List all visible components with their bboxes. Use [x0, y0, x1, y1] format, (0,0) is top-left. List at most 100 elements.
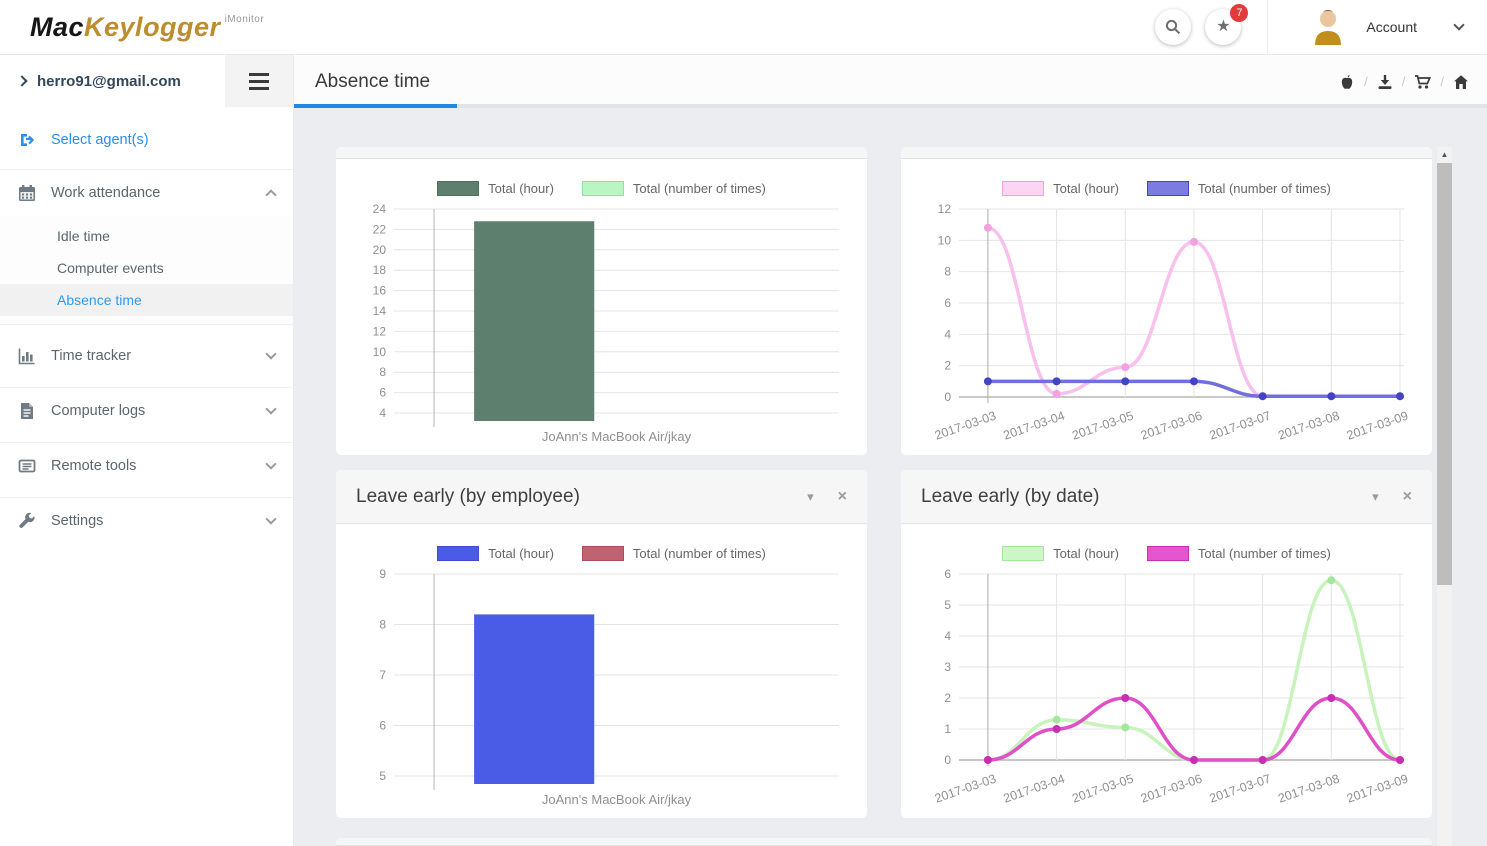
chart-svg: 5 6 7 8 9 JoAnn's MacBook Air/jkay — [379, 567, 839, 807]
account-email[interactable]: herro91@gmail.com — [0, 55, 225, 107]
legend-item[interactable]: Total (hour) — [1002, 545, 1119, 561]
data-point[interactable] — [983, 756, 992, 764]
y-tick-label: 14 — [373, 304, 387, 318]
x-tick-label: 2017-03-06 — [1139, 409, 1204, 443]
chevron-down-icon — [1453, 19, 1465, 31]
data-point[interactable] — [983, 223, 992, 232]
data-point[interactable] — [1258, 756, 1267, 764]
legend-item[interactable]: Total (hour) — [1002, 180, 1119, 196]
sidebar-item-remote-tools[interactable]: Remote tools — [0, 442, 293, 489]
calendar-icon — [19, 185, 35, 201]
account-label: Account — [1366, 19, 1417, 35]
data-point[interactable] — [1189, 377, 1198, 386]
download-icon[interactable] — [1377, 74, 1393, 90]
bar-chart-icon — [18, 348, 35, 365]
search-button[interactable] — [1155, 9, 1192, 45]
x-tick-label: 2017-03-04 — [1002, 772, 1067, 806]
legend-item[interactable]: Total (number of times) — [1146, 180, 1331, 196]
favorites-button[interactable]: ★ 7 — [1205, 4, 1249, 45]
x-tick-label: 2017-03-05 — [1070, 409, 1135, 443]
chart-svg: 4 6 8 10 12 14 16 18 20 22 24 JoAnn's MacBook Air/j… — [373, 202, 839, 444]
bar[interactable] — [474, 221, 595, 421]
page-header: Absence time / / / — [293, 55, 1487, 108]
bar[interactable] — [474, 614, 595, 784]
y-tick-label: 1 — [944, 722, 951, 736]
sidebar-item-computer-events[interactable]: Computer events — [57, 260, 164, 276]
legend-label: Total (number of times) — [1197, 545, 1331, 561]
data-point[interactable] — [1189, 237, 1198, 246]
y-tick-label: 6 — [379, 719, 386, 733]
data-point[interactable] — [983, 377, 992, 386]
data-point[interactable] — [1327, 694, 1336, 702]
sidebar-item-label: Remote tools — [51, 458, 137, 474]
separator: / — [1401, 74, 1406, 89]
legend-item[interactable]: Total (hour) — [437, 545, 554, 561]
scrollbar-thumb[interactable] — [1437, 163, 1452, 585]
panel-absence-by-employee: Total (hour) Total (number of times) 4 6 8 1… — [336, 147, 867, 455]
legend-item[interactable]: Total (hour) — [437, 180, 554, 196]
data-point[interactable] — [1052, 389, 1061, 398]
sidebar-item-settings[interactable]: Settings — [0, 497, 293, 544]
scrollbar-up-arrow[interactable]: ▲ — [1440, 150, 1449, 159]
data-point[interactable] — [1052, 377, 1061, 386]
data-point[interactable] — [1189, 756, 1198, 764]
menu-toggle-button[interactable] — [225, 55, 293, 107]
chart-plot: 0 1 2 3 4 5 6 2017-03-03 2017-03-04 2017-03-05 201… — [915, 566, 1418, 814]
close-button[interactable]: × — [837, 487, 847, 505]
legend-swatch — [437, 180, 480, 196]
collapse-button[interactable]: ▾ — [1372, 488, 1379, 504]
account-menu[interactable]: Account — [1267, 0, 1487, 54]
home-icon[interactable] — [1453, 74, 1469, 90]
data-point[interactable] — [1327, 576, 1336, 585]
sidebar-item-work-attendance[interactable]: Work attendance — [0, 169, 293, 216]
sidebar-item-idle-time[interactable]: Idle time — [57, 228, 110, 244]
y-tick-label: 4 — [944, 629, 951, 643]
x-tick-label: 2017-03-05 — [1070, 772, 1135, 806]
data-point[interactable] — [1052, 725, 1061, 733]
data-point[interactable] — [1121, 363, 1130, 372]
cart-icon[interactable] — [1414, 74, 1432, 90]
data-point[interactable] — [1121, 723, 1130, 732]
sidebar-item-absence-time[interactable]: Absence time — [0, 284, 293, 316]
data-point[interactable] — [1121, 694, 1130, 702]
data-point[interactable] — [1396, 756, 1404, 764]
data-point[interactable] — [1327, 392, 1336, 401]
legend-swatch — [437, 545, 480, 561]
sidebar-item-label: Select agent(s) — [51, 132, 149, 148]
legend-swatch — [581, 180, 624, 196]
sidebar-item-label: Computer logs — [51, 403, 146, 419]
sidebar-item-select-agents[interactable]: Select agent(s) — [0, 119, 293, 161]
panel-header: Leave early (by date) ▾ × — [901, 470, 1432, 524]
active-tab-indicator — [293, 104, 457, 108]
chevron-up-icon — [265, 189, 277, 201]
search-icon — [1166, 19, 1181, 35]
legend-item[interactable]: Total (number of times) — [581, 545, 766, 561]
y-tick-label: 3 — [944, 660, 951, 674]
y-tick-label: 2 — [944, 691, 951, 705]
data-point[interactable] — [1121, 377, 1130, 386]
x-tick-label: 2017-03-09 — [1345, 409, 1410, 443]
y-tick-label: 12 — [373, 324, 387, 338]
chart-legend: Total (hour) Total (number of times) — [915, 540, 1418, 566]
legend-item[interactable]: Total (number of times) — [581, 180, 766, 196]
y-tick-label: 10 — [938, 233, 952, 247]
y-tick-label: 4 — [379, 406, 386, 420]
sidebar-item-computer-logs[interactable]: Computer logs — [0, 387, 293, 434]
apple-icon[interactable] — [1339, 74, 1355, 90]
y-tick-label: 12 — [938, 202, 952, 216]
scrollbar[interactable]: ▲ — [1437, 147, 1452, 846]
y-tick-label: 18 — [373, 263, 387, 277]
sidebar-item-time-tracker[interactable]: Time tracker — [0, 333, 293, 379]
chart-plot: 0 2 4 6 8 10 12 2017-03-03 2017-03-04 2017-03-05 2… — [915, 201, 1418, 451]
page-title: Absence time — [315, 70, 431, 92]
data-point[interactable] — [1258, 392, 1267, 401]
data-point[interactable] — [1396, 392, 1404, 401]
legend-label: Total (number of times) — [1197, 180, 1331, 196]
data-point[interactable] — [1052, 715, 1061, 724]
close-button[interactable]: × — [1402, 487, 1412, 505]
x-tick-label: 2017-03-08 — [1276, 772, 1341, 806]
sidebar-item-label: Settings — [51, 513, 104, 529]
collapse-button[interactable]: ▾ — [807, 488, 814, 504]
legend-item[interactable]: Total (number of times) — [1146, 545, 1331, 561]
